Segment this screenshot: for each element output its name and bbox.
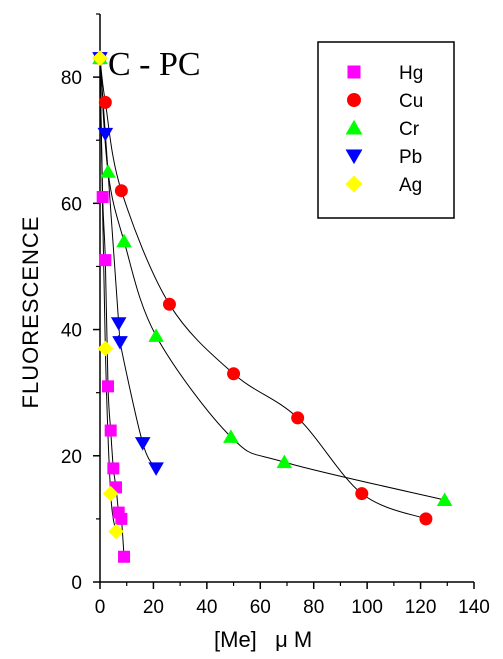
point-hg bbox=[102, 380, 115, 393]
point-cr bbox=[100, 164, 116, 178]
point-pb bbox=[134, 437, 151, 451]
point-hg bbox=[115, 512, 128, 525]
x-tick-label: 80 bbox=[303, 597, 324, 618]
point-hg bbox=[112, 506, 125, 519]
legend-marker-ag bbox=[345, 175, 363, 193]
y-axis-label: FLUORESCENCE bbox=[18, 216, 43, 409]
point-cr bbox=[223, 429, 239, 443]
legend-marker-hg bbox=[347, 65, 361, 79]
point-cu bbox=[162, 297, 176, 311]
point-cu bbox=[291, 411, 305, 425]
point-hg bbox=[96, 191, 109, 204]
x-tick-label: 120 bbox=[405, 597, 437, 618]
x-tick-label: 40 bbox=[196, 597, 217, 618]
fit-curve-cu bbox=[99, 58, 427, 520]
y-tick-label: 0 bbox=[71, 573, 82, 594]
point-ag bbox=[92, 50, 108, 66]
data-points bbox=[92, 50, 453, 563]
point-cr bbox=[148, 328, 164, 342]
x-tick-label: 60 bbox=[250, 597, 271, 618]
fit-curves bbox=[99, 58, 445, 557]
axes bbox=[93, 13, 475, 589]
legend-label-cu: Cu bbox=[399, 91, 423, 112]
legend-label-cr: Cr bbox=[399, 119, 420, 140]
fit-curve-ag bbox=[99, 58, 117, 532]
legend-marker-cr bbox=[345, 119, 363, 135]
legend-marker-cu bbox=[347, 93, 361, 107]
x-tick-label: 100 bbox=[351, 597, 383, 618]
legend-label-pb: Pb bbox=[399, 147, 422, 168]
point-ag bbox=[108, 523, 124, 540]
x-tick-label: 140 bbox=[458, 597, 490, 618]
legend-label-hg: Hg bbox=[399, 63, 423, 84]
point-cu bbox=[419, 512, 433, 526]
x-tick-label: 0 bbox=[95, 597, 106, 618]
x-tick-label: 20 bbox=[143, 597, 164, 618]
point-cr bbox=[116, 233, 132, 248]
point-hg bbox=[104, 424, 117, 437]
point-hg bbox=[107, 462, 120, 475]
point-ag bbox=[97, 340, 114, 357]
legend-marker-pb bbox=[345, 149, 363, 165]
fit-curve-cr bbox=[99, 58, 445, 501]
point-pb bbox=[97, 127, 114, 142]
point-cu bbox=[355, 487, 369, 501]
x-axis-label: [Me] μ M bbox=[214, 627, 312, 652]
legend: Hg Cu Cr Pb Ag bbox=[317, 41, 455, 219]
y-tick-label: 40 bbox=[61, 321, 82, 342]
y-tick-label: 80 bbox=[61, 68, 82, 89]
point-pb bbox=[148, 462, 164, 476]
point-cr bbox=[276, 454, 293, 469]
legend-label-ag: Ag bbox=[399, 175, 422, 196]
legend-box bbox=[317, 41, 455, 219]
point-cu bbox=[227, 367, 241, 381]
y-tick-label: 20 bbox=[61, 447, 82, 468]
point-ag bbox=[102, 485, 119, 502]
y-tick-label: 60 bbox=[61, 194, 82, 215]
point-cu bbox=[114, 184, 128, 198]
chart-title: C - PC bbox=[108, 46, 201, 83]
point-hg bbox=[118, 550, 131, 563]
point-pb bbox=[112, 336, 128, 350]
point-cr bbox=[436, 492, 453, 506]
point-hg bbox=[99, 254, 112, 267]
tick-labels: 0 20 40 60 80 100 120 140 0 20 40 60 80 bbox=[61, 68, 490, 618]
point-pb bbox=[110, 317, 127, 331]
point-cu bbox=[98, 95, 112, 109]
